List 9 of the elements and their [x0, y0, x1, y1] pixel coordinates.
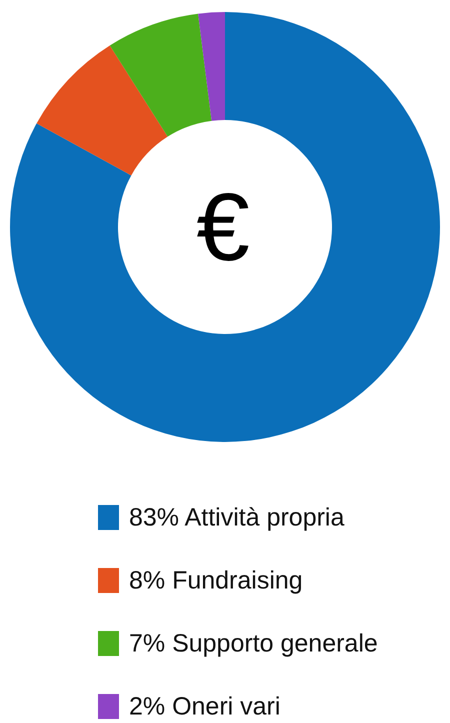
legend-label: 83% Attività propria	[129, 504, 344, 532]
legend-label: 7% Supporto generale	[129, 630, 378, 658]
legend-label: 8% Fundraising	[129, 566, 303, 594]
legend-label: 2% Oneri vari	[129, 692, 280, 720]
text: €	[196, 174, 250, 281]
donut-slice	[198, 12, 225, 121]
donut-slice	[36, 45, 168, 176]
donut-slice	[10, 12, 440, 442]
donut-slice	[110, 14, 212, 137]
